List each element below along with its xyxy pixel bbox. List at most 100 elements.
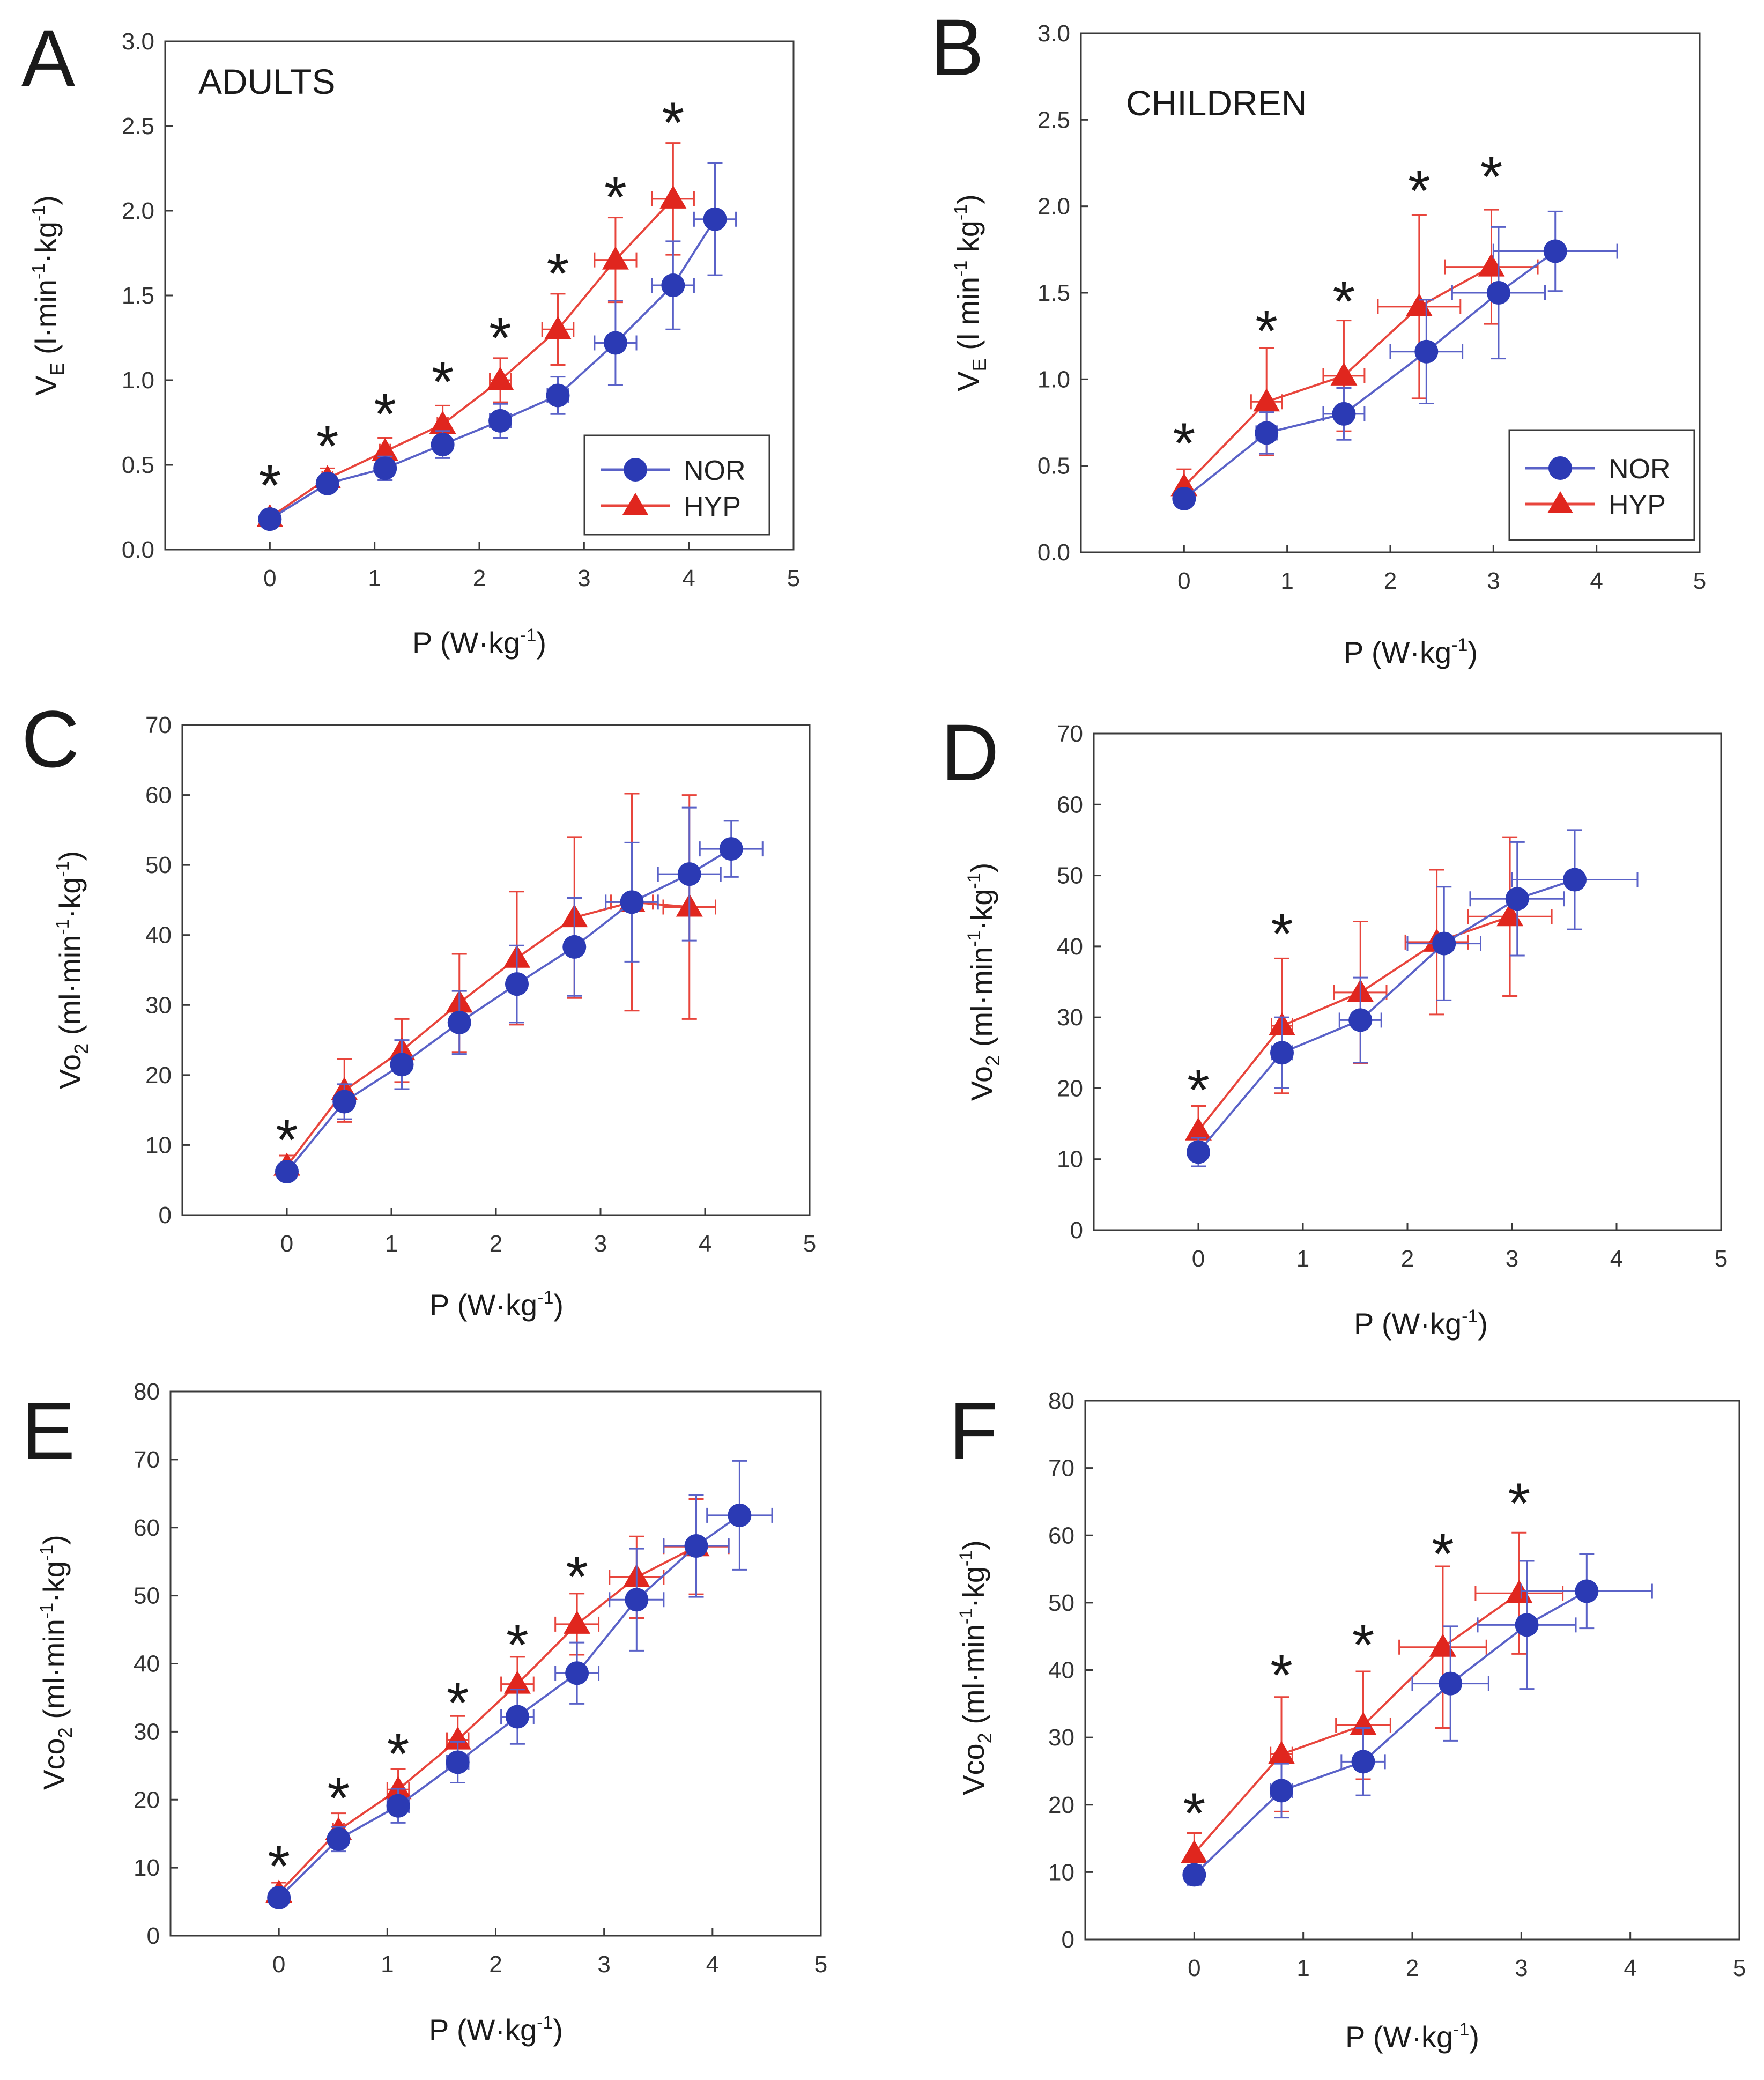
panel-letter: C <box>21 694 79 784</box>
y-tick-label: 0.5 <box>122 452 154 478</box>
y-tick-label: 10 <box>1057 1146 1083 1173</box>
hyp-data-point <box>544 316 572 339</box>
significance-star: * <box>546 241 569 306</box>
significance-star: * <box>506 1612 529 1677</box>
significance-star: * <box>1432 1521 1454 1586</box>
nor-data-point <box>719 837 743 861</box>
nor-data-point <box>1172 486 1196 510</box>
x-tick-label: 0 <box>1192 1246 1205 1272</box>
panel-letter: A <box>21 13 75 103</box>
hyp-data-point <box>372 438 399 461</box>
y-axis-label: Vo2 (ml·min-1·kg-1) <box>53 851 92 1090</box>
legend-box <box>583 434 770 536</box>
x-tick-label: 5 <box>1715 1246 1728 1272</box>
nor-data-point <box>258 507 282 531</box>
hyp-data-point <box>1181 1840 1208 1863</box>
group-label: CHILDREN <box>1126 83 1307 123</box>
significance-star: * <box>258 453 281 517</box>
panel-c: C 0 10 20 30 40 50 60 70 0 1 2 3 4 5 * P (W·kg-1) Vo2 … <box>21 694 816 1322</box>
nor-data-point <box>728 1503 752 1527</box>
y-tick-label: 40 <box>134 1651 160 1677</box>
y-tick-label: 70 <box>1048 1455 1074 1482</box>
x-tick-label: 1 <box>1280 568 1293 594</box>
svg-text:P (W·kg-1): P (W·kg-1) <box>1344 635 1478 669</box>
hyp-data-point <box>659 185 687 209</box>
significance-star: * <box>1255 298 1278 363</box>
significance-star: * <box>1508 1470 1530 1535</box>
nor-data-point <box>373 456 397 480</box>
hyp-data-point <box>1330 362 1358 386</box>
y-tick-label: 3.0 <box>1037 20 1070 47</box>
hyp-data-point <box>1350 1712 1377 1735</box>
hyp-data-point <box>384 1776 412 1800</box>
legend-hyp-label: HYP <box>1609 490 1666 521</box>
nor-data-point <box>1439 1671 1463 1696</box>
y-axis-label: Vo2 (ml·min-1·kg-1) <box>964 863 1004 1101</box>
data-marks: 0 10 20 30 40 50 60 70 80 0 1 2 3 4 5 * * * * * * <box>134 1379 827 1978</box>
hyp-series-line <box>269 198 674 519</box>
panel-letter: F <box>949 1386 998 1476</box>
x-tick-label: 2 <box>1384 568 1397 594</box>
x-tick-label: 1 <box>368 565 381 591</box>
nor-data-point <box>562 935 587 959</box>
nor-data-point <box>1187 1140 1210 1164</box>
svg-text:P (W·kg-1): P (W·kg-1) <box>429 2012 563 2047</box>
y-tick-label: 20 <box>145 1062 172 1089</box>
significance-star: * <box>662 90 684 155</box>
legend-nor-marker <box>1548 456 1572 480</box>
significance-star: * <box>276 1107 298 1172</box>
data-marks: 0.0 0.5 1.0 1.5 2.0 2.5 3.0 0 1 2 3 4 5 * * * * * * * * <box>122 28 800 591</box>
y-tick-label: 60 <box>1057 791 1083 818</box>
y-tick-label: 2.0 <box>1037 194 1070 220</box>
nor-data-point <box>546 383 570 408</box>
nor-data-point <box>446 1750 470 1774</box>
nor-data-point <box>327 1827 351 1851</box>
nor-data-point <box>1332 402 1356 426</box>
x-tick-label: 0 <box>272 1951 285 1978</box>
x-tick-label: 1 <box>381 1951 394 1978</box>
panel-letter: E <box>21 1386 75 1476</box>
panel-a: A ADULTS 0.0 0.5 1.0 1.5 2.0 2.5 3.0 0 1 2 3 4 5 * * * *… <box>21 13 800 660</box>
y-tick-label: 2.5 <box>122 113 154 139</box>
legend: NOR HYP <box>583 434 770 536</box>
x-axis-label: P (W·kg-1) <box>429 1287 564 1322</box>
nor-data-point <box>565 1661 589 1685</box>
svg-text:Vco2 (ml·min-1·kg-1): Vco2 (ml·min-1·kg-1) <box>956 1540 996 1795</box>
significance-star: * <box>374 381 396 446</box>
y-tick-label: 30 <box>1048 1724 1074 1751</box>
significance-star: * <box>1352 1612 1374 1677</box>
x-tick-label: 3 <box>594 1231 607 1257</box>
svg-text:P (W·kg-1): P (W·kg-1) <box>1354 1306 1488 1341</box>
svg-text:Vo2 (ml·min-1·kg-1): Vo2 (ml·min-1·kg-1) <box>53 851 92 1090</box>
hyp-data-point <box>1253 388 1280 412</box>
significance-star: * <box>1480 144 1502 209</box>
data-marks: 0 10 20 30 40 50 60 70 0 1 2 3 4 5 * <box>145 712 816 1257</box>
significance-star: * <box>1408 158 1431 223</box>
x-tick-label: 3 <box>1487 568 1500 594</box>
nor-data-point <box>315 471 339 495</box>
legend-hyp-marker <box>622 493 648 515</box>
svg-text:VE (l min-1 kg-1): VE (l min-1 kg-1) <box>951 194 990 391</box>
y-tick-label: 50 <box>1048 1590 1074 1616</box>
nor-data-point <box>1515 1613 1539 1637</box>
y-tick-label: 10 <box>1048 1859 1074 1885</box>
nor-data-point <box>603 331 627 355</box>
x-tick-label: 3 <box>597 1951 610 1978</box>
x-tick-label: 2 <box>489 1951 502 1978</box>
x-tick-label: 1 <box>1296 1246 1309 1272</box>
svg-text:Vo2 (ml·min-1·kg-1): Vo2 (ml·min-1·kg-1) <box>964 863 1004 1101</box>
panel-letter: D <box>941 707 999 797</box>
y-tick-label: 40 <box>1048 1657 1074 1684</box>
x-tick-label: 4 <box>1610 1246 1623 1272</box>
y-tick-label: 70 <box>134 1447 160 1473</box>
y-tick-label: 70 <box>145 712 172 738</box>
hyp-data-point <box>1429 1633 1456 1657</box>
x-tick-label: 4 <box>1624 1955 1636 1981</box>
x-tick-label: 0 <box>280 1231 293 1257</box>
hyp-series-line <box>286 901 690 1167</box>
nor-data-point <box>1486 281 1510 305</box>
significance-star: * <box>1270 1642 1293 1707</box>
x-tick-label: 5 <box>814 1951 827 1978</box>
y-tick-label: 40 <box>145 922 172 949</box>
